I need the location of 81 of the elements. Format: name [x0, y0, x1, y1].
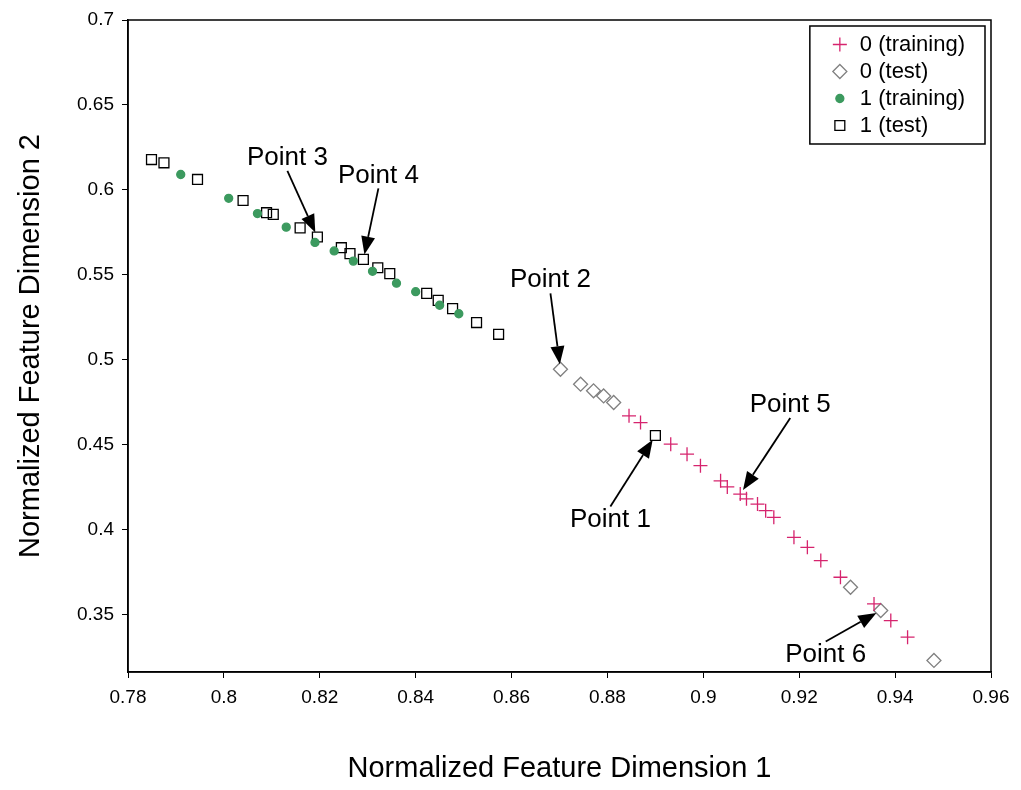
point: [552, 361, 569, 377]
point: [434, 300, 445, 310]
y-tick-label: 0.35: [77, 602, 114, 624]
y-tick-label: 0.55: [77, 262, 114, 284]
annotation: Point 6: [785, 637, 867, 668]
point: [294, 222, 306, 234]
y-tick-label: 0.4: [87, 517, 115, 539]
point: [310, 237, 320, 248]
point: [649, 429, 661, 442]
point: [311, 231, 323, 243]
x-tick-label: 0.96: [972, 685, 1010, 707]
point: [572, 376, 589, 392]
point: [344, 248, 356, 260]
point: [252, 208, 263, 219]
point: [391, 278, 402, 288]
point: [606, 394, 622, 411]
y-axis-title: Normalized Feature Dimension 2: [13, 134, 46, 558]
point: [493, 328, 505, 340]
point: [842, 579, 859, 595]
x-tick-label: 0.82: [301, 685, 339, 707]
y-tick-label: 0.7: [87, 8, 114, 30]
point: [432, 294, 444, 306]
point: [899, 629, 916, 645]
point: [411, 287, 421, 297]
x-tick-label: 0.92: [780, 685, 818, 707]
x-tick-label: 0.84: [397, 685, 435, 707]
point: [145, 153, 158, 166]
point: [372, 262, 384, 274]
x-tick-label: 0.94: [876, 685, 915, 707]
legend-label: 0 (training): [859, 30, 965, 56]
annotation: Point 5: [749, 388, 831, 419]
point: [446, 303, 459, 315]
point: [832, 569, 849, 585]
x-tick-label: 0.8: [210, 685, 238, 707]
point: [692, 458, 709, 474]
point: [454, 309, 464, 319]
point: [176, 169, 186, 180]
point: [348, 256, 358, 266]
point: [621, 408, 637, 424]
point: [384, 268, 396, 280]
point: [281, 222, 291, 232]
y-tick-label: 0.5: [87, 347, 114, 369]
legend-label: 1 (test): [859, 111, 929, 137]
point: [329, 246, 339, 256]
point: [237, 194, 249, 207]
y-tick-label: 0.6: [87, 178, 114, 200]
point: [158, 157, 170, 169]
point: [367, 266, 378, 276]
point: [866, 596, 882, 612]
x-tick-label: 0.86: [493, 685, 531, 707]
point: [421, 287, 433, 299]
point: [335, 242, 347, 254]
x-tick-label: 0.9: [690, 685, 717, 707]
x-tick-label: 0.78: [109, 685, 147, 707]
point: [883, 612, 899, 629]
legend-label: 1 (training): [859, 84, 965, 110]
point: [470, 316, 483, 329]
point: [260, 207, 273, 219]
annotation: Point 3: [246, 141, 328, 172]
point: [873, 602, 889, 619]
point: [786, 529, 802, 546]
annotation: Point 4: [337, 158, 419, 189]
point: [224, 193, 234, 203]
x-axis-title: Normalized Feature Dimension 1: [347, 750, 772, 783]
point: [663, 436, 679, 452]
point: [357, 253, 370, 266]
point: [926, 652, 942, 669]
legend-label: 0 (test): [859, 57, 929, 83]
point: [799, 539, 816, 556]
point: [267, 208, 279, 221]
annotation: Point 2: [509, 263, 591, 294]
y-tick-label: 0.45: [77, 432, 114, 454]
point: [679, 446, 695, 462]
point: [585, 383, 602, 399]
x-tick-label: 0.88: [588, 685, 626, 707]
point: [191, 173, 204, 186]
y-tick-label: 0.65: [77, 93, 114, 115]
annotation: Point 1: [569, 502, 651, 533]
point: [813, 552, 829, 569]
point: [632, 414, 649, 431]
point: [595, 388, 612, 404]
